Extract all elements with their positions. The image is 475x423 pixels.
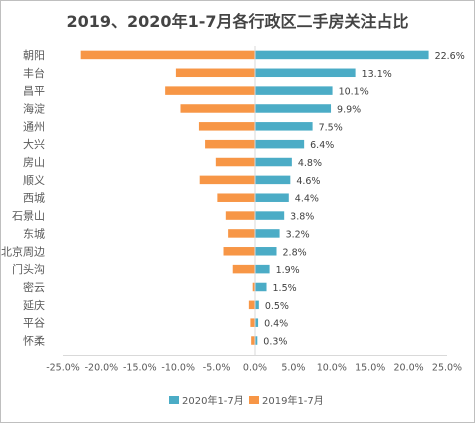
- x-tick-label: 10.0%: [317, 362, 347, 373]
- bar-2020: [255, 157, 292, 167]
- category-label: 昌平: [23, 85, 45, 98]
- data-label: 0.5%: [265, 301, 289, 312]
- legend-swatch-2019: [249, 396, 259, 404]
- bar-2019: [165, 86, 255, 95]
- category-label: 怀柔: [23, 335, 45, 348]
- bar-2019: [228, 229, 255, 238]
- bar-2019: [215, 157, 255, 167]
- x-tick-label: 0.0%: [243, 362, 267, 373]
- bar-2020: [255, 175, 291, 185]
- x-tick-label: 25.0%: [432, 362, 462, 373]
- data-label: 3.2%: [286, 229, 310, 240]
- x-tick-label: -15.0%: [123, 362, 157, 373]
- data-label: 10.1%: [339, 87, 369, 98]
- bar-2020: [255, 122, 313, 131]
- bar-2019: [250, 318, 255, 327]
- bar-2020: [255, 139, 305, 149]
- bar-2020: [255, 264, 270, 274]
- bar-2020: [255, 247, 277, 256]
- category-label: 平谷: [23, 317, 45, 330]
- category-label: 房山: [23, 156, 45, 169]
- bar-2019: [175, 68, 255, 78]
- bar-2019: [225, 211, 255, 220]
- bar-2020: [255, 229, 280, 238]
- bar-2019: [217, 193, 255, 202]
- category-label: 北京周边: [1, 244, 45, 258]
- bar-2020: [255, 300, 259, 310]
- x-tick-label: 5.0%: [281, 362, 305, 373]
- x-tick-label: 20.0%: [394, 362, 424, 373]
- data-label: 4.6%: [296, 176, 320, 187]
- bar-2019: [199, 175, 255, 185]
- bar-2019: [180, 104, 255, 113]
- bar-2019: [248, 300, 255, 310]
- category-label: 海淀: [23, 101, 45, 115]
- data-label: 0.4%: [264, 319, 288, 330]
- x-tick-label: -25.0%: [46, 362, 80, 373]
- category-label: 朝阳: [23, 49, 45, 62]
- legend-label-2019: 2019年1-7月: [262, 394, 324, 407]
- data-label: 1.9%: [276, 265, 300, 276]
- bar-2019: [251, 336, 255, 345]
- data-label: 7.5%: [319, 122, 343, 133]
- bar-2020: [255, 282, 267, 292]
- data-label: 13.1%: [362, 69, 392, 80]
- bar-2020: [255, 104, 332, 113]
- category-label: 丰台: [23, 66, 45, 80]
- bar-2019: [252, 282, 255, 292]
- category-label: 大兴: [23, 137, 45, 151]
- x-tick-label: -20.0%: [85, 362, 119, 373]
- bar-2019: [205, 139, 255, 149]
- bar-2019: [198, 122, 255, 131]
- data-label: 4.8%: [298, 158, 322, 169]
- category-label: 延庆: [23, 298, 45, 312]
- category-label: 密云: [23, 280, 45, 294]
- bar-2019: [232, 264, 255, 274]
- x-tick-label: 15.0%: [355, 362, 385, 373]
- data-label: 2.8%: [283, 247, 307, 258]
- category-label: 顺义: [23, 174, 45, 187]
- data-label: 6.4%: [310, 140, 334, 151]
- bar-2020: [255, 318, 259, 327]
- category-label: 石景山: [12, 210, 45, 223]
- bar-2020: [255, 193, 289, 202]
- category-label: 通州: [23, 120, 45, 133]
- data-label: 9.9%: [337, 104, 361, 115]
- category-label: 西城: [23, 192, 45, 205]
- x-tick-label: -5.0%: [203, 362, 231, 373]
- data-label: 0.3%: [263, 337, 287, 348]
- category-label: 门头沟: [12, 262, 45, 276]
- bar-2020: [255, 211, 285, 220]
- chart-title: 2019、2020年1-7月各行政区二手房关注占比: [66, 12, 409, 31]
- x-tick-label: -10.0%: [161, 362, 195, 373]
- bar-2020: [255, 86, 333, 95]
- data-label: 1.5%: [273, 283, 297, 294]
- bar-2020: [255, 50, 429, 60]
- data-label: 3.8%: [290, 212, 314, 223]
- bar-2019: [80, 50, 255, 60]
- data-label: 22.6%: [435, 51, 465, 62]
- legend-label-2020: 2020年1-7月: [182, 394, 244, 407]
- bar-2019: [223, 247, 255, 256]
- category-label: 东城: [23, 227, 45, 240]
- legend-swatch-2020: [169, 396, 179, 404]
- data-label: 4.4%: [295, 194, 319, 205]
- bar-2020: [255, 336, 258, 345]
- bar-2020: [255, 68, 356, 78]
